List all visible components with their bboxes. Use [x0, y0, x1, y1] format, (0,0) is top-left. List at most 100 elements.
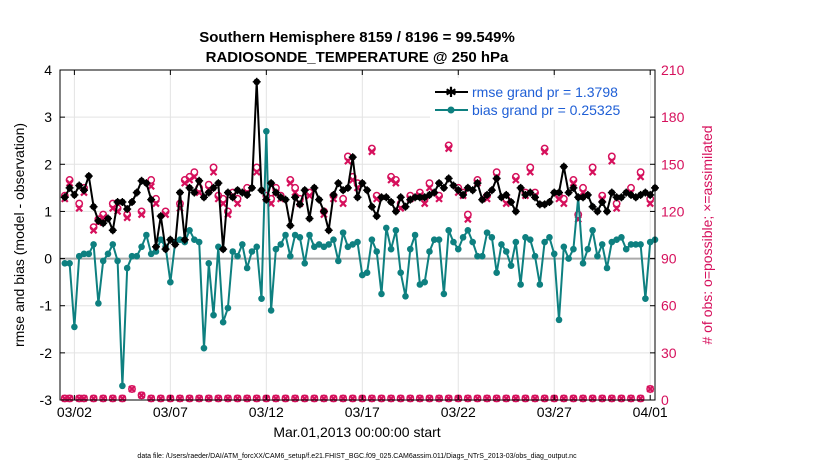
bias-point [205, 259, 213, 267]
x-tick-label: 03/22 [441, 404, 476, 420]
obs-low-possible-marker [281, 394, 290, 403]
obs-low-possible-marker [367, 394, 376, 403]
obs-low-possible-marker [89, 394, 98, 403]
obs-cross-stroke [569, 179, 578, 187]
bias-point [382, 224, 390, 232]
rmse-point [75, 181, 84, 190]
obs-cross-stroke [190, 173, 199, 181]
y2-axis-label: # of obs: o=possible; ×=assimilated [699, 125, 715, 344]
rmse-point [430, 188, 439, 197]
rmse-point [559, 162, 568, 171]
bias-point [565, 255, 572, 262]
obs-low-assimilated-marker [444, 394, 453, 403]
rmse-point [151, 242, 160, 251]
obs-cross-stroke [392, 179, 400, 187]
obs-cross-stroke [560, 199, 568, 208]
bias-point [263, 127, 270, 135]
obs-low-assimilated-marker [368, 394, 376, 403]
bias-point [99, 257, 107, 265]
y-tick-label: 2 [44, 156, 52, 172]
y-axis-right-ticks: 0 30 60 90 120 150 180 210 [650, 62, 685, 408]
bias-point [450, 238, 457, 246]
data-file-footer: data file: /Users/raeder/DAI/ATM_forcXX/… [137, 453, 577, 460]
obs-assimilated-marker [190, 173, 199, 181]
bias-point [627, 241, 635, 248]
obs-assimilated-marker [305, 191, 314, 200]
rmse-point [310, 183, 319, 192]
obs-cross-stroke [180, 179, 189, 187]
rmse-point [607, 188, 616, 197]
bias-point [325, 241, 333, 248]
rmse-point [531, 193, 540, 202]
obs-cross-stroke [219, 199, 227, 208]
rmse-point [387, 198, 396, 206]
rmse-point [267, 179, 276, 188]
obs-low-possible-marker [65, 394, 74, 403]
bias-point [363, 269, 371, 277]
rmse-point [214, 179, 223, 188]
rmse-point [492, 174, 501, 183]
bias-point [469, 238, 476, 246]
rmse-point [483, 190, 492, 199]
rmse-point [286, 221, 295, 230]
legend-rmse-marker: ✱ [445, 85, 457, 101]
obs-low-assimilated-marker [195, 394, 203, 403]
obs-assimilated-marker [425, 184, 434, 192]
rmse-point [295, 200, 304, 209]
rmse-point [363, 186, 372, 195]
rmse-point [223, 188, 232, 197]
obs-low-assimilated-marker [243, 394, 251, 403]
rmse-point [161, 245, 170, 254]
bias-line [64, 130, 656, 387]
rmse-point [319, 207, 328, 216]
rmse-point [70, 190, 79, 199]
obs-cross-stroke [137, 210, 146, 219]
rmse-point [569, 183, 578, 192]
obs-low-possible-marker [540, 394, 549, 403]
rmse-point [171, 240, 180, 249]
bias-point [560, 243, 568, 251]
bias-point [109, 241, 117, 248]
bias-point [642, 295, 649, 302]
rmse-point [367, 202, 376, 211]
obs-assimilated-marker [137, 210, 146, 219]
bias-point [114, 257, 121, 265]
rmse-point [401, 202, 410, 211]
obs-low-assimilated-marker [118, 394, 127, 403]
obs-low-assimilated-marker [348, 394, 357, 403]
obs-low-assimilated-marker [560, 394, 568, 403]
obs-low-possible-marker [531, 394, 539, 403]
obs-assimilated-marker [291, 188, 299, 197]
obs-low-possible-marker [319, 394, 328, 403]
obs-low-assimilated-marker [204, 394, 213, 403]
obs-low-possible-marker [300, 394, 309, 403]
rmse-point [478, 195, 487, 204]
obs-cross-stroke [612, 204, 621, 213]
bias-point [234, 252, 241, 260]
obs-low-possible-marker [377, 394, 386, 403]
rmse-point [343, 183, 352, 192]
obs-low-assimilated-marker [483, 394, 491, 403]
rmse-point [185, 183, 194, 192]
obs-cross-stroke [368, 147, 376, 156]
obs-low-assimilated-marker [377, 394, 386, 403]
obs-low-possible-marker [502, 394, 511, 403]
bias-point [368, 236, 376, 244]
obs-cross-stroke [579, 188, 587, 197]
rmse-point [147, 195, 156, 204]
y2-tick-label: 30 [661, 345, 677, 361]
rmse-point [372, 212, 381, 221]
y-tick-label: 3 [44, 109, 52, 125]
obs-assimilated-marker [219, 199, 227, 208]
obs-low-possible-marker [348, 394, 357, 403]
y-tick-label: -3 [40, 392, 53, 408]
obs-cross-stroke [444, 144, 453, 153]
bias-point [632, 241, 640, 248]
rmse-point [588, 202, 597, 211]
obs-assimilated-marker [392, 179, 400, 187]
obs-low-assimilated-marker [99, 394, 107, 403]
obs-low-possible-marker [425, 394, 434, 403]
obs-low-possible-marker [147, 394, 156, 403]
rmse-point [300, 186, 309, 195]
rmse-point [593, 207, 602, 216]
